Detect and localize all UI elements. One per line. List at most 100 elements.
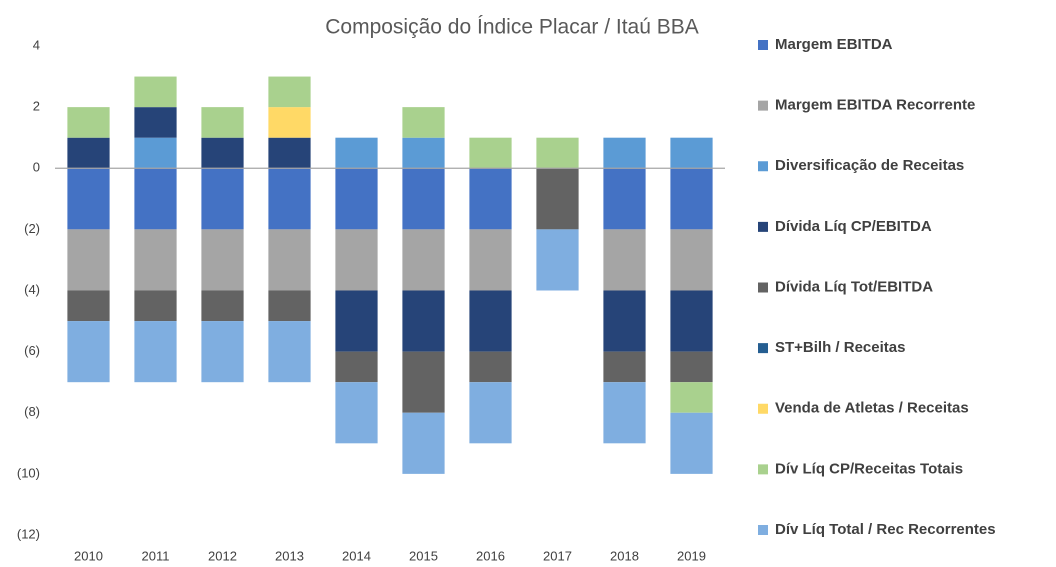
bar-segment (67, 290, 110, 322)
bar-segment (670, 382, 713, 413)
y-tick-label: (6) (24, 343, 40, 358)
legend-swatch (758, 403, 768, 414)
bar-segment (201, 107, 244, 138)
bar-segment (268, 168, 311, 230)
legend-swatch (758, 343, 768, 354)
bar-segment (402, 351, 445, 413)
bar-segment (603, 290, 646, 352)
bar-segment (201, 229, 244, 291)
legend-label: Dív Líq Total / Rec Recorrentes (775, 521, 996, 538)
bar-segment (670, 229, 713, 291)
bar-segment (670, 137, 713, 169)
x-tick-label: 2018 (610, 548, 639, 563)
bar-segment (268, 321, 311, 383)
bar-segment (536, 137, 579, 169)
legend-swatch (758, 464, 768, 475)
x-tick-label: 2015 (409, 548, 438, 563)
x-tick-label: 2016 (476, 548, 505, 563)
bar-segment (134, 76, 177, 108)
bar-segment (268, 76, 311, 108)
x-tick-label: 2014 (342, 548, 371, 563)
bar-segment (335, 168, 378, 230)
bar-segment (134, 321, 177, 383)
bar-segment (402, 107, 445, 138)
bar-segment (134, 137, 177, 169)
y-tick-label: 0 (33, 160, 40, 175)
legend-swatch (758, 100, 768, 111)
bar-segment (268, 107, 311, 138)
legend-swatch (758, 40, 768, 50)
y-tick-label: (12) (17, 526, 40, 541)
y-tick-label: (2) (24, 221, 40, 236)
legend-swatch (758, 525, 768, 535)
bar-segment (670, 168, 713, 230)
legend-label: Dív Líq CP/Receitas Totais (775, 460, 963, 477)
x-tick-label: 2019 (677, 548, 706, 563)
bar-segment (335, 351, 378, 383)
y-tick-label: 2 (33, 99, 40, 114)
bar-segment (670, 412, 713, 474)
x-tick-label: 2012 (208, 548, 237, 563)
legend-label: Margem EBITDA Recorrente (775, 97, 975, 114)
bar-segment (402, 412, 445, 474)
bar-segment (402, 137, 445, 169)
bar-segment (67, 229, 110, 291)
bar-segment (670, 351, 713, 383)
legend-label: Dívida Líq CP/EBITDA (775, 218, 932, 235)
bar-segment (67, 137, 110, 169)
bar-segment (603, 137, 646, 169)
bar-segment (335, 229, 378, 291)
y-tick-label: (10) (17, 465, 40, 480)
bar-segment (67, 321, 110, 383)
bar-segment (67, 168, 110, 230)
bar-segment (603, 229, 646, 291)
bar-segment (268, 137, 311, 169)
legend-label: Venda de Atletas / Receitas (775, 400, 969, 417)
legend-label: Diversificação de Receitas (775, 157, 964, 174)
legend-label: Dívida Líq Tot/EBITDA (775, 278, 933, 295)
bar-segment (402, 290, 445, 352)
bar-segment (268, 290, 311, 322)
x-tick-label: 2010 (74, 548, 103, 563)
bar-segment (670, 290, 713, 352)
bar-segment (536, 229, 579, 291)
bar-segment (469, 382, 512, 444)
bar-segment (134, 290, 177, 322)
bar-segment (335, 382, 378, 444)
x-tick-label: 2011 (142, 548, 170, 563)
bar-segment (201, 137, 244, 169)
legend-swatch (758, 221, 768, 232)
bar-segment (335, 290, 378, 352)
legend-swatch (758, 282, 768, 293)
bar-segment (402, 229, 445, 291)
x-tick-label: 2013 (275, 548, 304, 563)
bar-segment (134, 107, 177, 138)
bar-segment (603, 382, 646, 444)
bar-segment (469, 229, 512, 291)
y-tick-label: 4 (33, 37, 40, 52)
bar-segment (603, 168, 646, 230)
bar-segment (201, 321, 244, 383)
bar-segment (469, 351, 512, 383)
bar-segment (134, 229, 177, 291)
bar-segment (335, 137, 378, 169)
bar-segment (469, 168, 512, 230)
bar-segment (603, 351, 646, 383)
legend-label: Margem EBITDA (775, 36, 893, 53)
bar-segment (268, 229, 311, 291)
bar-segment (402, 168, 445, 230)
bar-segment (67, 107, 110, 138)
bar-segment (469, 137, 512, 169)
bar-segment (201, 290, 244, 322)
bar-segment (134, 168, 177, 230)
x-tick-label: 2017 (543, 548, 572, 563)
legend-label: ST+Bilh / Receitas (775, 339, 905, 356)
legend-swatch (758, 161, 768, 172)
chart-title: Composição do Índice Placar / Itaú BBA (325, 16, 699, 39)
bar-segment (201, 168, 244, 230)
y-tick-label: (8) (24, 404, 40, 419)
bar-segment (469, 290, 512, 352)
y-tick-label: (4) (24, 282, 40, 297)
bar-segment (536, 168, 579, 230)
